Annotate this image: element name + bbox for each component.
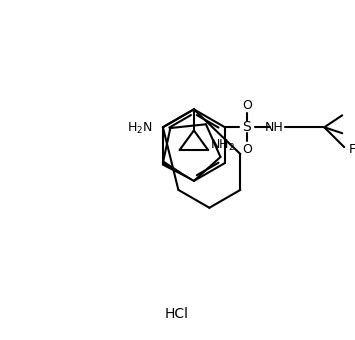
Polygon shape	[162, 161, 194, 181]
Text: NH$_2$: NH$_2$	[210, 137, 235, 153]
Text: O: O	[242, 99, 252, 112]
Text: NH: NH	[265, 121, 284, 134]
Text: F: F	[349, 142, 355, 156]
Text: O: O	[242, 142, 252, 156]
Text: HCl: HCl	[165, 307, 189, 321]
Text: S: S	[242, 120, 251, 134]
Text: H$_2$N: H$_2$N	[127, 120, 152, 136]
